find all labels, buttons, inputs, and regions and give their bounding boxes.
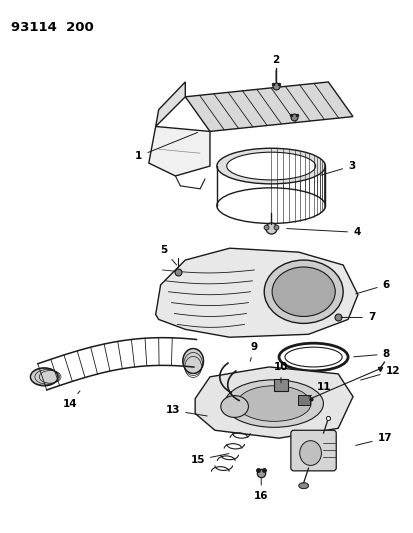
Ellipse shape xyxy=(298,483,308,489)
Ellipse shape xyxy=(183,349,203,374)
FancyBboxPatch shape xyxy=(290,430,335,471)
Ellipse shape xyxy=(271,267,335,317)
Polygon shape xyxy=(185,82,352,132)
Text: 9: 9 xyxy=(249,342,257,361)
Ellipse shape xyxy=(299,441,320,465)
Text: 2: 2 xyxy=(272,55,279,81)
Polygon shape xyxy=(195,367,352,438)
Ellipse shape xyxy=(226,152,315,180)
Text: 13: 13 xyxy=(166,406,207,416)
Text: 11: 11 xyxy=(308,382,330,397)
Text: 15: 15 xyxy=(190,454,228,465)
Ellipse shape xyxy=(224,380,323,427)
Text: 6: 6 xyxy=(355,280,389,294)
Text: 14: 14 xyxy=(62,391,80,409)
FancyBboxPatch shape xyxy=(297,394,309,405)
Text: 8: 8 xyxy=(353,349,389,359)
Polygon shape xyxy=(148,126,209,176)
Ellipse shape xyxy=(237,386,310,422)
Text: 12: 12 xyxy=(360,366,399,380)
Polygon shape xyxy=(155,248,357,337)
Text: 93114  200: 93114 200 xyxy=(11,21,93,34)
Ellipse shape xyxy=(263,260,342,324)
Text: 17: 17 xyxy=(355,433,392,446)
Text: 4: 4 xyxy=(286,228,360,237)
Text: 3: 3 xyxy=(320,161,354,175)
Ellipse shape xyxy=(220,395,248,417)
Text: 10: 10 xyxy=(273,362,287,383)
FancyBboxPatch shape xyxy=(273,379,287,391)
Text: 5: 5 xyxy=(159,245,176,265)
Ellipse shape xyxy=(30,368,58,386)
Ellipse shape xyxy=(216,148,325,184)
Text: 7: 7 xyxy=(340,312,374,322)
Text: 16: 16 xyxy=(254,479,268,500)
Polygon shape xyxy=(155,82,185,126)
Text: 1: 1 xyxy=(135,133,197,161)
